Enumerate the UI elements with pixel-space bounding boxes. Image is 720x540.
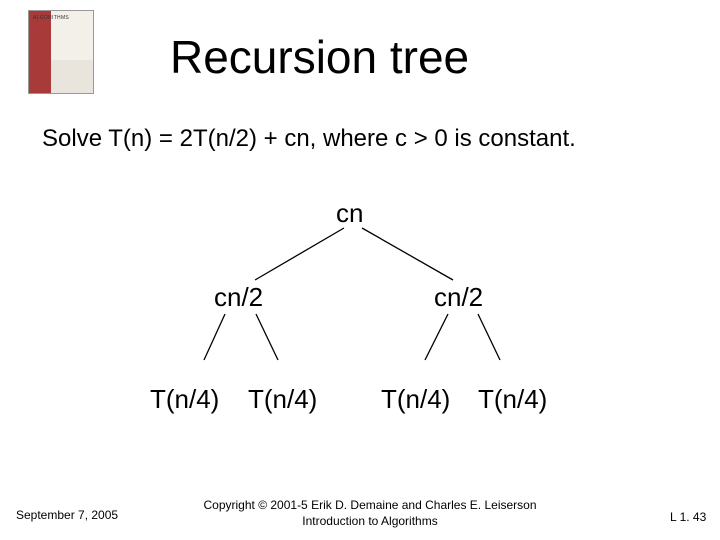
tree-node-root: cn xyxy=(336,198,363,229)
tree-node-r: cn/2 xyxy=(434,282,483,313)
book-thumbnail: ALGORITHMS xyxy=(28,10,94,94)
slide-subtitle: Solve T(n) = 2T(n/2) + cn, where c > 0 i… xyxy=(42,125,576,153)
footer-date: September 7, 2005 xyxy=(16,508,118,522)
book-thumbnail-spine xyxy=(29,11,51,93)
tree-edge xyxy=(204,314,225,360)
tree-edge xyxy=(362,228,453,280)
slide-title: Recursion tree xyxy=(170,30,469,84)
tree-node-rl: T(n/4) xyxy=(381,384,450,415)
footer-copyright-line1: Copyright © 2001-5 Erik D. Demaine and C… xyxy=(204,498,537,512)
tree-node-ll: T(n/4) xyxy=(150,384,219,415)
tree-edge xyxy=(256,314,278,360)
tree-node-lr: T(n/4) xyxy=(248,384,317,415)
book-thumbnail-label: ALGORITHMS xyxy=(33,15,69,21)
footer-copyright: Copyright © 2001-5 Erik D. Demaine and C… xyxy=(200,498,540,529)
tree-node-rr: T(n/4) xyxy=(478,384,547,415)
footer-copyright-line2: Introduction to Algorithms xyxy=(302,514,437,528)
tree-node-l: cn/2 xyxy=(214,282,263,313)
footer-page-number: L 1. 43 xyxy=(670,510,706,524)
tree-edge xyxy=(478,314,500,360)
tree-edge xyxy=(255,228,344,280)
tree-edge xyxy=(425,314,448,360)
